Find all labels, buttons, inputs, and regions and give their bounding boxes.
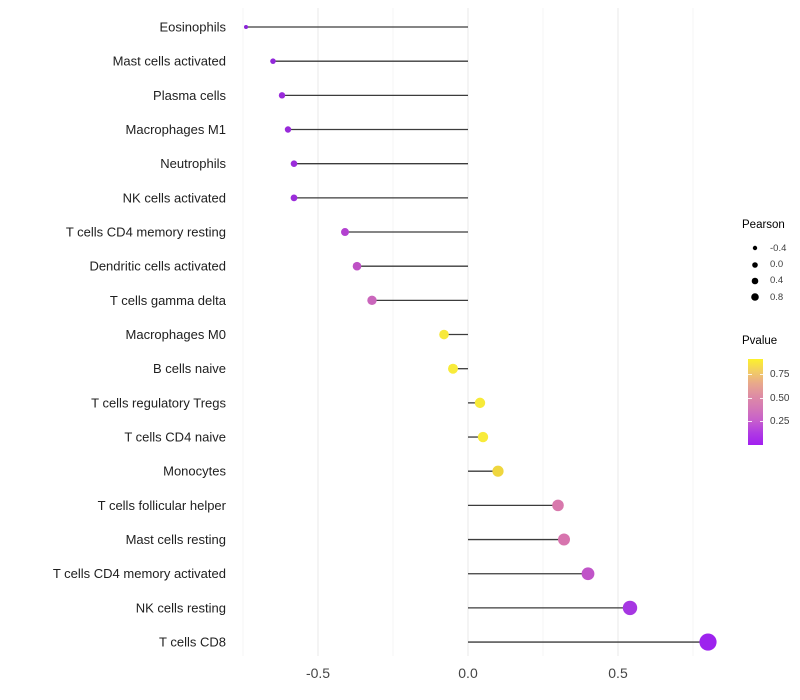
x-tick-label: -0.5 <box>306 665 330 681</box>
pearson-legend-dot <box>751 293 759 302</box>
category-label: NK cells resting <box>136 600 226 615</box>
pvalue-colorbar-tick <box>759 420 763 422</box>
lollipop-point <box>244 25 248 29</box>
category-label: NK cells activated <box>123 190 226 205</box>
pvalue-color-legend: Pvalue 0.75 0.50 0.25 <box>742 335 798 448</box>
lollipop-point <box>270 58 276 64</box>
lollipop-point <box>552 499 564 512</box>
pvalue-colorbar-tick <box>748 420 752 422</box>
pearson-legend-item: 0.8 <box>742 289 798 305</box>
category-label: Mast cells activated <box>113 54 226 69</box>
lollipop-point <box>492 465 504 477</box>
lollipop-point <box>352 261 362 271</box>
pearson-legend-items: -0.4 0.0 0.4 0.8 <box>742 240 798 306</box>
pearson-legend-item: -0.4 <box>742 240 798 256</box>
lollipop-point <box>581 567 595 581</box>
pearson-legend-dot <box>752 245 758 251</box>
category-label: Monocytes <box>163 464 226 479</box>
pvalue-colorbar <box>748 358 763 445</box>
pearson-legend-dot-icon <box>751 277 759 285</box>
pvalue-colorbar-tick <box>748 373 752 375</box>
category-label: Mast cells resting <box>126 532 226 547</box>
legend-panel: Pearson -0.4 0.0 0.4 0.8 Pvalue 0.75 0.50 0.2… <box>742 219 798 448</box>
lollipop-point <box>284 126 292 133</box>
pearson-legend-label: 0.8 <box>770 291 784 303</box>
pearson-legend-title: Pearson <box>742 219 785 231</box>
category-label: Macrophages M1 <box>126 122 226 137</box>
lollipop-point <box>699 633 717 651</box>
pvalue-colorbar-wrap: 0.75 0.50 0.25 <box>742 356 798 448</box>
category-label: T cells regulatory Tregs <box>91 395 226 410</box>
lollipop-point <box>439 329 449 340</box>
lollipop-point <box>477 431 489 443</box>
pvalue-colorbar-tick <box>759 397 763 399</box>
category-label: T cells CD4 memory activated <box>53 566 226 581</box>
category-label: T cells gamma delta <box>110 293 227 308</box>
pearson-legend-dot <box>752 261 758 268</box>
lollipop-point <box>558 533 570 546</box>
category-label: T cells follicular helper <box>98 498 227 513</box>
pvalue-colorbar-tick <box>759 373 763 375</box>
category-label: Eosinophils <box>160 20 227 35</box>
pearson-legend-dot <box>751 277 759 285</box>
x-tick-label: 0.5 <box>608 665 628 681</box>
category-label: B cells naive <box>153 361 226 376</box>
category-label: T cells CD8 <box>159 635 226 650</box>
pearson-size-legend: Pearson -0.4 0.0 0.4 0.8 <box>742 219 798 306</box>
pearson-legend-dot-icon <box>752 261 758 268</box>
category-label: Plasma cells <box>153 88 226 103</box>
category-label: Macrophages M0 <box>126 327 226 342</box>
pearson-legend-dot-icon <box>752 245 758 251</box>
lollipop-point <box>622 600 638 616</box>
category-label: T cells CD4 naive <box>124 430 226 445</box>
lollipop-point <box>474 397 486 409</box>
lollipop-point <box>290 194 298 202</box>
pvalue-legend-title: Pvalue <box>742 334 778 347</box>
pvalue-colorbar-tick <box>748 397 752 399</box>
pearson-legend-item: 0.4 <box>742 273 798 289</box>
category-label: Neutrophils <box>160 156 226 171</box>
pvalue-tick-label: 0.50 <box>770 392 790 404</box>
pvalue-tick-label: 0.25 <box>770 415 790 427</box>
pearson-legend-item: 0.0 <box>742 256 798 272</box>
pearson-legend-label: 0.4 <box>770 275 784 287</box>
lollipop-point <box>341 228 349 237</box>
pearson-legend-label: -0.4 <box>770 242 787 254</box>
pearson-legend-label: 0.0 <box>770 259 784 271</box>
lollipop-point <box>278 92 286 99</box>
lollipop-point <box>367 295 377 306</box>
lollipop-point <box>290 160 298 167</box>
pvalue-tick-label: 0.75 <box>770 368 790 380</box>
category-label: T cells CD4 memory resting <box>66 225 226 240</box>
pearson-legend-dot-icon <box>751 293 759 302</box>
category-label: Dendritic cells activated <box>89 259 226 274</box>
x-tick-label: 0.0 <box>458 665 478 681</box>
lollipop-point <box>448 363 458 374</box>
